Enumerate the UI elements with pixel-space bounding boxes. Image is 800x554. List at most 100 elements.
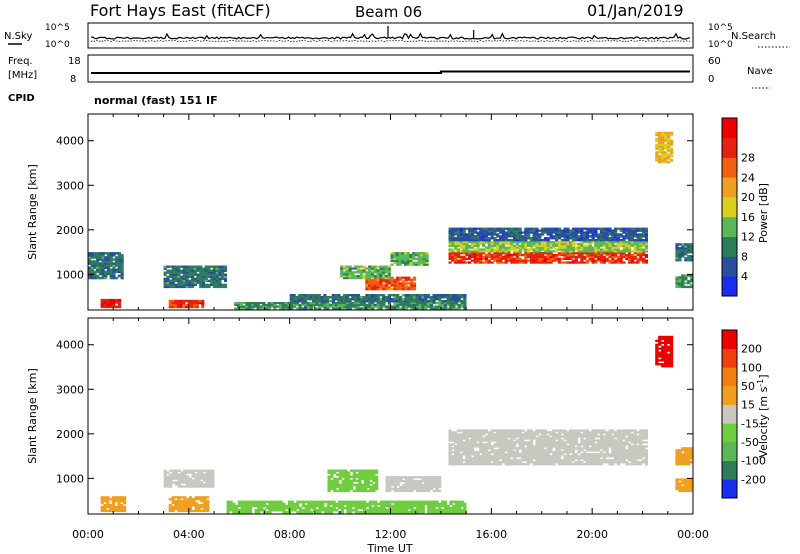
data-cell [427, 482, 431, 485]
data-cell [681, 251, 685, 254]
data-cell [463, 296, 467, 299]
data-cell [574, 463, 578, 466]
data-cell [174, 277, 178, 280]
data-cell [329, 303, 333, 306]
data-cell [591, 227, 595, 230]
data-cell [432, 482, 436, 485]
data-cell [210, 281, 214, 285]
data-cell [667, 357, 671, 360]
data-cell [357, 502, 361, 506]
data-cell [347, 471, 351, 474]
data-cell [667, 133, 671, 137]
data-cell [644, 261, 648, 264]
data-cell [449, 506, 453, 510]
data-cell [675, 245, 679, 248]
data-cell [605, 451, 609, 454]
data-cell [605, 229, 609, 232]
data-cell [396, 305, 400, 308]
data-cell [200, 473, 204, 476]
data-cell [518, 453, 522, 456]
data-cell [594, 433, 598, 436]
data-cell [667, 135, 671, 138]
data-cell [470, 237, 475, 240]
data-cell [602, 255, 606, 259]
data-cell [487, 239, 491, 242]
data-cell [183, 504, 187, 507]
data-cell [200, 475, 204, 478]
data-cell [384, 282, 389, 285]
data-cell [459, 443, 463, 446]
data-cell [459, 433, 463, 436]
data-cell [315, 302, 319, 305]
data-cell [667, 139, 671, 142]
data-cell [569, 248, 573, 251]
data-cell [402, 509, 406, 512]
data-cell [625, 233, 629, 236]
data-cell [366, 471, 370, 474]
data-cell [661, 365, 665, 368]
data-cell [616, 457, 620, 460]
data-cell [546, 439, 550, 442]
data-cell [211, 473, 215, 476]
data-cell [580, 231, 584, 234]
data-cell [407, 489, 411, 493]
data-cell [452, 506, 456, 510]
data-cell [496, 257, 500, 260]
data-cell [171, 279, 175, 282]
data-cell [594, 453, 598, 456]
data-cell [555, 250, 559, 253]
data-cell [199, 283, 203, 287]
data-cell [571, 463, 576, 466]
data-cell [684, 243, 688, 246]
data-cell [630, 429, 634, 432]
data-cell [639, 255, 643, 259]
power-colorbar-label: Power [dB] [757, 183, 770, 243]
data-cell [608, 463, 612, 466]
data-cell [93, 272, 97, 276]
data-cell [560, 447, 564, 450]
data-cell [314, 294, 319, 297]
data-cell [535, 259, 539, 262]
data-cell [504, 445, 508, 448]
data-cell [112, 254, 116, 257]
data-cell [639, 235, 643, 238]
data-cell [633, 233, 637, 236]
data-cell [557, 463, 562, 466]
data-cell [413, 305, 417, 308]
data-cell [619, 449, 623, 452]
data-cell [307, 509, 311, 512]
data-cell [644, 463, 648, 466]
data-cell [591, 248, 595, 251]
data-cell [599, 435, 604, 438]
data-cell [527, 445, 531, 448]
data-cell [404, 263, 408, 266]
data-cell [527, 241, 531, 244]
data-cell [270, 302, 274, 305]
data-cell [438, 483, 442, 487]
data-cell [591, 459, 595, 462]
data-cell [117, 502, 121, 505]
data-cell [465, 457, 469, 460]
data-cell [239, 305, 243, 308]
data-cell [382, 286, 386, 289]
data-cell [580, 255, 584, 259]
data-cell [535, 457, 539, 460]
data-cell [493, 451, 497, 454]
data-cell [636, 252, 640, 255]
data-cell [597, 431, 601, 434]
data-cell [463, 511, 467, 514]
data-cell [605, 437, 609, 440]
data-cell [90, 274, 94, 278]
data-cell [504, 457, 508, 460]
data-cell [315, 511, 319, 514]
data-cell [541, 229, 545, 232]
data-cell [538, 437, 542, 440]
data-cell [521, 457, 525, 460]
data-cell [410, 504, 414, 508]
data-cell [470, 431, 475, 434]
data-cell [490, 445, 494, 448]
data-cell [690, 247, 694, 250]
data-cell [535, 250, 539, 253]
data-cell [566, 441, 570, 444]
data-cell [597, 447, 601, 450]
